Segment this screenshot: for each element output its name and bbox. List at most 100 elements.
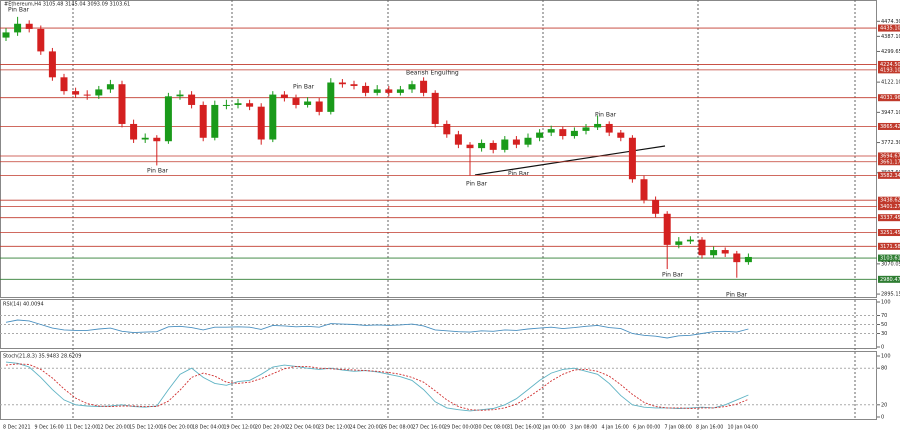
candle-body <box>628 137 636 180</box>
y-tick-label: 100 <box>881 354 891 360</box>
candle-body <box>257 106 265 140</box>
level-label-box <box>878 254 900 262</box>
y-tick-label: 4122.10 <box>881 80 900 86</box>
candle-body <box>443 123 451 135</box>
period-separators <box>72 0 856 420</box>
series-line <box>5 363 749 411</box>
x-tick-label: 4 Jan 16:00 <box>602 425 629 431</box>
x-tick-label: 6 Jan 00:00 <box>633 425 660 431</box>
y-tick-label: 3772.30 <box>881 140 900 146</box>
candle-body <box>130 123 138 140</box>
candle-body <box>362 85 370 93</box>
main-header: #Ethereum,H4 3105.48 3145.04 3093.09 310… <box>4 2 130 8</box>
level-label: 3694.67 <box>880 153 900 159</box>
x-tick-label: 19 Dec 12:00 <box>224 425 256 431</box>
level-label-box <box>878 122 900 130</box>
candle-body <box>652 199 660 214</box>
candle-body <box>536 132 544 138</box>
candle-body <box>2 32 10 38</box>
x-tick-label: 8 Jan 16:00 <box>696 425 723 431</box>
y-tick-label: 2895.15 <box>881 292 900 298</box>
candle-body <box>211 104 219 138</box>
candle-body <box>246 103 254 107</box>
level-label: 3865.42 <box>880 124 900 130</box>
x-tick-label: 27 Dec 16:00 <box>413 425 445 431</box>
y-tick-label: 20 <box>881 402 887 408</box>
level-label: 3401.27 <box>880 204 900 210</box>
y-tick-label: 100 <box>881 300 891 306</box>
level-label: 3337.45 <box>880 215 900 221</box>
x-tick-label: 11 Dec 12:00 <box>66 425 98 431</box>
y-tick-label: 4474.30 <box>881 19 900 25</box>
y-tick-label: 70 <box>881 313 887 319</box>
y-tick-label: 30 <box>881 331 887 337</box>
x-tick-label: 8 Dec 2021 <box>3 425 31 431</box>
candle-body <box>153 137 161 142</box>
y-tick-label: 4299.65 <box>881 49 900 55</box>
annotation: Pin Bar <box>147 168 169 175</box>
candle-body <box>524 137 532 145</box>
candle-body <box>686 239 694 242</box>
level-label-box <box>878 171 900 179</box>
level-label-box <box>878 196 900 204</box>
annotation: Bearish Engulfing <box>406 70 459 77</box>
candle-body <box>373 89 381 93</box>
y-tick-label: 0 <box>881 345 884 351</box>
level-label-box <box>878 275 900 283</box>
level-label: 3582.34 <box>880 173 900 179</box>
x-tick-label: 7 Jan 08:00 <box>665 425 692 431</box>
level-label: 3103.61 <box>880 256 900 262</box>
level-label-box <box>878 158 900 166</box>
level-label-box <box>878 94 900 102</box>
trend-line <box>474 145 666 176</box>
candle-body <box>396 89 404 93</box>
x-tick-label: 26 Dec 08:00 <box>381 425 413 431</box>
level-label: 3661.17 <box>880 159 900 165</box>
annotation: Pin Bar <box>8 7 30 14</box>
candle-body <box>501 139 509 150</box>
candle-body <box>721 250 729 254</box>
candle-body <box>594 123 602 128</box>
candle-body <box>582 127 590 131</box>
candle-body <box>570 130 578 137</box>
x-tick-label: 20 Dec 20:00 <box>255 425 287 431</box>
level-label-box <box>878 229 900 237</box>
x-tick-label: 22 Dec 04:00 <box>287 425 319 431</box>
level-label: 3171.58 <box>880 244 900 250</box>
y-tick-label: 3070.05 <box>881 261 900 267</box>
x-tick-label: 3 Jan 08:00 <box>570 425 597 431</box>
candle-body <box>605 123 613 133</box>
candle-body <box>547 129 555 133</box>
annotation: Pin Bar <box>466 181 488 188</box>
candle-body <box>733 253 741 263</box>
x-tick-label: 10 Jan 04:00 <box>728 425 758 431</box>
y-tick-label: 4387.10 <box>881 34 900 40</box>
candle-body <box>710 250 718 256</box>
candle-body <box>37 28 45 52</box>
candle-body <box>269 94 277 140</box>
candle-body <box>431 92 439 124</box>
y-tick-label: 3947.10 <box>881 110 900 116</box>
level-label-box <box>878 60 900 68</box>
level-label-box <box>878 152 900 160</box>
candle-body <box>176 94 184 97</box>
candle-body <box>25 23 33 29</box>
y-tick-label: 50 <box>881 322 887 328</box>
candle-body <box>489 142 497 150</box>
candle-body <box>559 129 567 137</box>
level-label-box <box>878 214 900 222</box>
x-tick-label: 9 Dec 16:00 <box>35 425 64 431</box>
stoch-panel-frame <box>0 351 877 420</box>
level-label-box <box>878 24 900 32</box>
candle-body <box>385 89 393 93</box>
candle-body <box>188 94 196 105</box>
candle-body <box>304 101 312 105</box>
x-tick-label: 24 Dec 20:00 <box>350 425 382 431</box>
candle-body <box>327 82 335 112</box>
level-label-box <box>878 203 900 211</box>
annotation: Pin Bar <box>595 112 617 119</box>
candle-body <box>118 84 126 124</box>
candle-body <box>292 98 300 105</box>
candle-body <box>663 213 671 245</box>
